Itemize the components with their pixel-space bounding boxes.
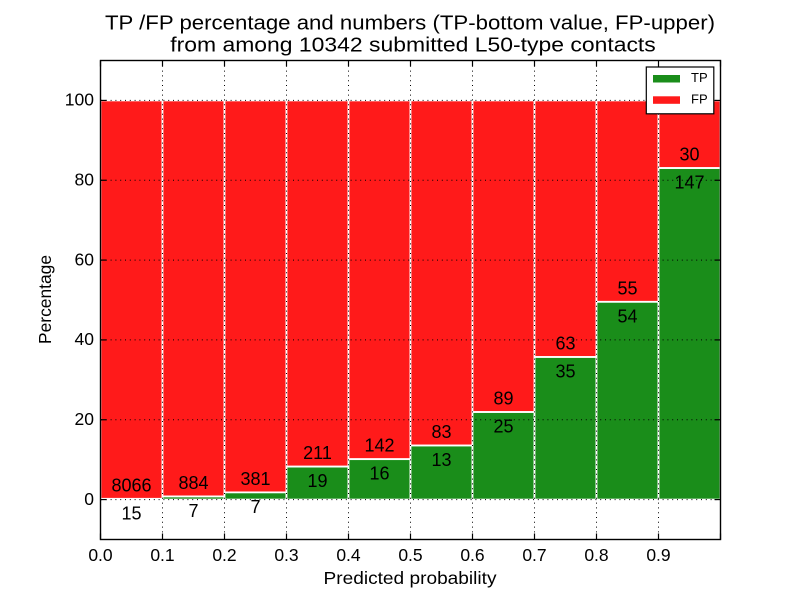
svg-text:381: 381 [240, 469, 270, 489]
svg-text:0.1: 0.1 [150, 545, 174, 565]
svg-text:60: 60 [75, 249, 95, 269]
svg-text:142: 142 [364, 436, 394, 456]
svg-text:0.9: 0.9 [646, 545, 670, 565]
svg-text:0.6: 0.6 [460, 545, 484, 565]
svg-text:13: 13 [431, 450, 451, 470]
svg-text:7: 7 [250, 497, 260, 517]
svg-text:0.3: 0.3 [274, 545, 298, 565]
svg-text:TP: TP [691, 70, 708, 85]
svg-text:147: 147 [674, 173, 704, 193]
svg-text:80: 80 [75, 169, 95, 189]
svg-text:35: 35 [555, 362, 575, 382]
svg-text:55: 55 [617, 278, 637, 298]
svg-text:63: 63 [555, 334, 575, 354]
svg-text:Predicted probability: Predicted probability [324, 568, 497, 588]
svg-text:83: 83 [431, 422, 451, 442]
svg-text:from among 10342 submitted L50: from among 10342 submitted L50-type cont… [170, 35, 656, 57]
svg-text:Percentage: Percentage [35, 255, 55, 344]
svg-text:0.5: 0.5 [398, 545, 422, 565]
svg-text:FP: FP [691, 92, 708, 107]
svg-text:0.0: 0.0 [88, 545, 113, 565]
svg-text:0.8: 0.8 [584, 545, 608, 565]
svg-text:0.7: 0.7 [522, 545, 546, 565]
svg-text:15: 15 [121, 503, 141, 523]
svg-text:884: 884 [178, 473, 208, 493]
svg-text:40: 40 [75, 329, 95, 349]
svg-text:0.2: 0.2 [212, 545, 236, 565]
svg-text:89: 89 [493, 389, 513, 409]
svg-text:211: 211 [303, 443, 332, 463]
svg-text:30: 30 [679, 145, 699, 165]
svg-text:7: 7 [188, 501, 198, 521]
svg-text:0.4: 0.4 [336, 545, 361, 565]
svg-text:100: 100 [65, 90, 94, 110]
svg-text:20: 20 [75, 409, 95, 429]
svg-text:0: 0 [84, 489, 94, 509]
svg-text:25: 25 [493, 417, 513, 437]
svg-text:TP /FP percentage and numbers: TP /FP percentage and numbers (TP-bottom… [105, 12, 715, 34]
svg-text:54: 54 [617, 306, 637, 326]
svg-text:16: 16 [369, 464, 389, 484]
svg-text:8066: 8066 [111, 475, 151, 495]
svg-text:19: 19 [307, 471, 327, 491]
